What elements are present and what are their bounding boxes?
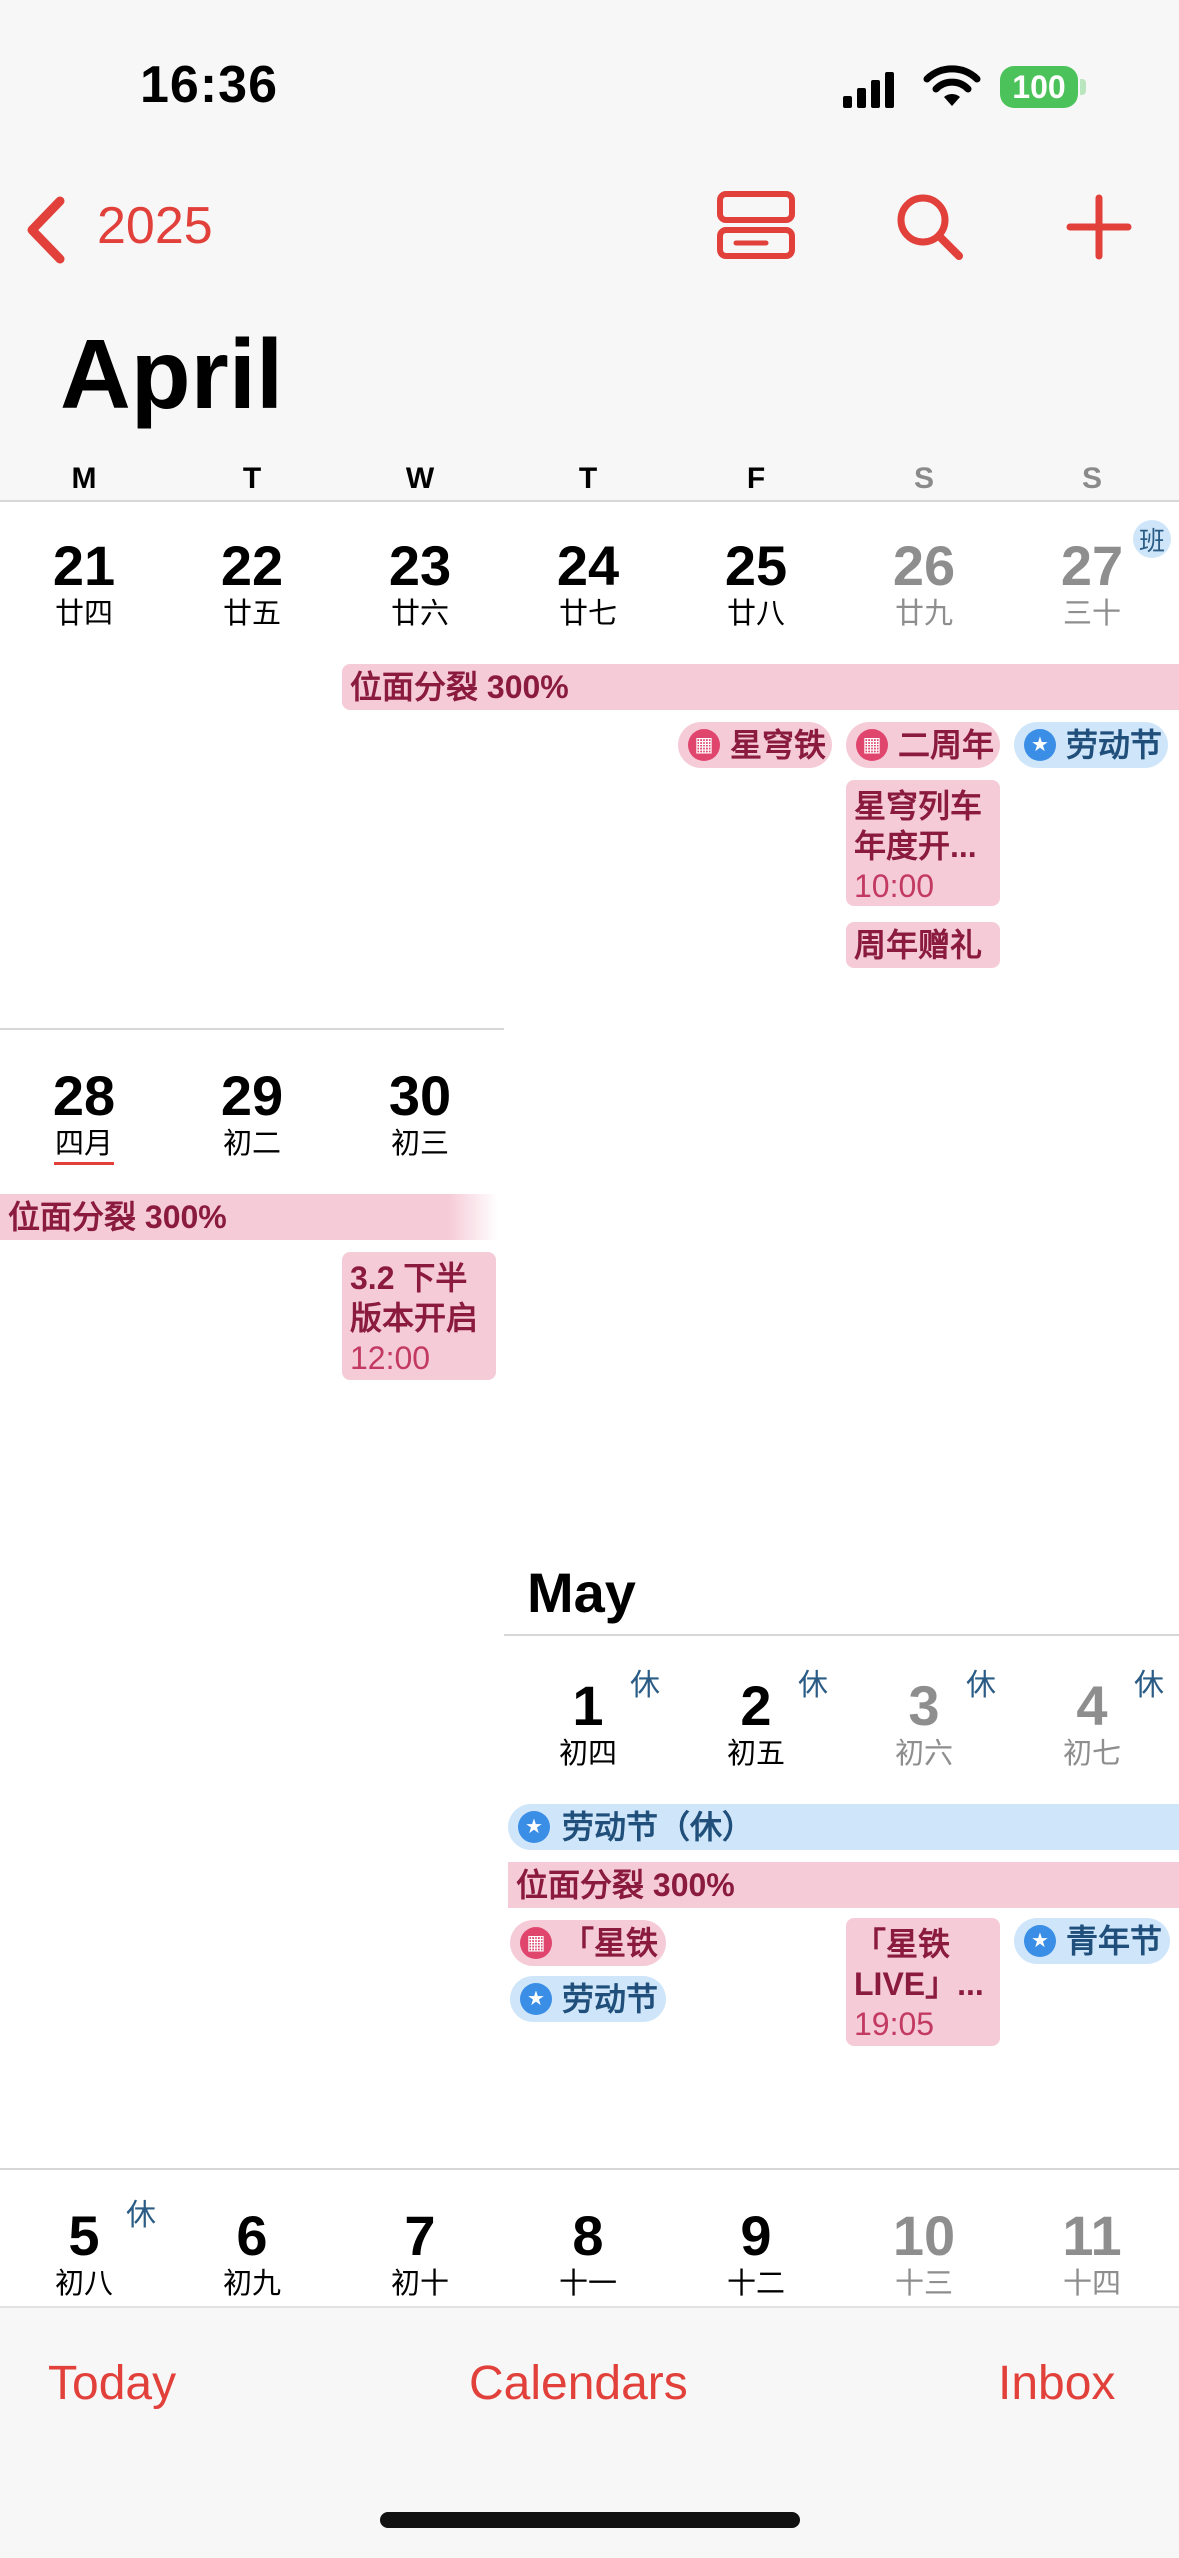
event-block-train-annual[interactable]: 星穹列车 年度开... 10:00	[846, 780, 1000, 906]
event-pill-anniversary[interactable]: ▦ 二周年	[846, 722, 1000, 768]
month-title-april: April	[60, 319, 284, 429]
day-cell-apr-25[interactable]: 25 廿八	[724, 534, 788, 631]
star-icon: ★	[1024, 1925, 1056, 1957]
holiday-marker: 休	[630, 1669, 660, 1702]
event-block-star-rail-live[interactable]: 「星铁 LIVE」... 19:05	[846, 1918, 1000, 2046]
today-button[interactable]: Today	[48, 2357, 177, 2410]
day-cell-apr-27[interactable]: 27 三十	[1060, 534, 1124, 631]
day-cell-may-7[interactable]: 7 初十	[390, 2204, 449, 2301]
list-view-icon[interactable]	[716, 190, 796, 260]
day-cell-apr-21[interactable]: 21 廿四	[52, 534, 116, 631]
day-cell-may-5[interactable]: 5 初八	[54, 2204, 113, 2301]
search-icon[interactable]	[895, 192, 965, 262]
status-time: 16:36	[140, 56, 278, 114]
event-bar-plane-split-2[interactable]: 位面分裂 300%	[0, 1194, 498, 1240]
weekday-tue: T	[242, 462, 262, 495]
header-divider	[0, 500, 1179, 502]
back-chevron-icon[interactable]	[22, 195, 72, 265]
calendar-icon: ▦	[520, 1927, 552, 1959]
event-bar-plane-split-3[interactable]: 位面分裂 300%	[508, 1862, 1179, 1908]
workday-badge: 班	[1133, 520, 1171, 558]
event-block-anniversary-gift[interactable]: 周年赠礼	[846, 922, 1000, 968]
star-icon: ★	[518, 1811, 550, 1843]
event-pill-labor-day-2[interactable]: ★ 劳动节	[510, 1976, 666, 2022]
day-cell-apr-23[interactable]: 23 廿六	[388, 534, 452, 631]
battery-tip	[1080, 79, 1086, 95]
day-cell-apr-26[interactable]: 26 廿九	[892, 534, 956, 631]
battery-indicator: 100	[1000, 66, 1078, 108]
header-background	[0, 0, 1179, 500]
weekday-sun: S	[1081, 462, 1102, 495]
star-icon: ★	[520, 1983, 552, 2015]
holiday-marker: 休	[798, 1669, 828, 1702]
event-pill-star-rail[interactable]: ▦ 星穹铁	[678, 722, 832, 768]
event-block-version-start[interactable]: 3.2 下半 版本开启 12:00	[342, 1252, 496, 1380]
holiday-marker: 休	[126, 2199, 156, 2232]
calendar-icon: ▦	[856, 729, 888, 761]
wifi-icon	[923, 65, 981, 106]
week-divider	[0, 1028, 504, 1030]
calendars-button[interactable]: Calendars	[469, 2357, 688, 2410]
day-cell-may-10[interactable]: 10 十三	[892, 2204, 956, 2301]
day-cell-may-8[interactable]: 8 十一	[558, 2204, 617, 2301]
weekday-thu: T	[578, 462, 598, 495]
add-event-icon[interactable]	[1064, 192, 1134, 262]
day-cell-may-11[interactable]: 11 十四	[1062, 2204, 1122, 2301]
week-divider-may	[0, 2168, 1179, 2170]
back-year-button[interactable]: 2025	[97, 197, 213, 255]
day-cell-apr-24[interactable]: 24 廿七	[556, 534, 620, 631]
day-cell-may-9[interactable]: 9 十二	[726, 2204, 785, 2301]
today-indicator	[54, 1162, 114, 1165]
event-pill-youth-day[interactable]: ★ 青年节	[1014, 1918, 1170, 1964]
day-cell-may-3[interactable]: 3 初六	[894, 1674, 953, 1771]
day-cell-apr-22[interactable]: 22 廿五	[220, 534, 284, 631]
month-title-may: May	[527, 1561, 636, 1624]
event-bar-plane-split[interactable]: 位面分裂 300%	[342, 664, 1179, 710]
weekday-mon: M	[71, 462, 97, 495]
calendar-icon: ▦	[688, 729, 720, 761]
day-cell-may-4[interactable]: 4 初七	[1062, 1674, 1121, 1771]
event-pill-star-rail-live[interactable]: ▦「星铁 L	[510, 1920, 666, 1966]
day-cell-apr-28[interactable]: 28 四月	[52, 1064, 116, 1161]
holiday-marker: 休	[966, 1669, 996, 1702]
day-cell-may-6[interactable]: 6 初九	[222, 2204, 281, 2301]
event-pill-labor-day[interactable]: ★ 劳动节	[1014, 722, 1168, 768]
weekday-fri: F	[746, 462, 766, 495]
may-divider	[504, 1634, 1179, 1636]
day-cell-may-1[interactable]: 1 初四	[558, 1674, 617, 1771]
cellular-signal-icon	[843, 72, 894, 108]
weekday-wed: W	[405, 462, 435, 495]
star-icon: ★	[1024, 729, 1056, 761]
holiday-marker: 休	[1134, 1669, 1164, 1702]
day-cell-may-2[interactable]: 2 初五	[726, 1674, 785, 1771]
event-bar-labor-day-off[interactable]: ★ 劳动节（休）	[508, 1804, 1179, 1850]
weekday-sat: S	[913, 462, 934, 495]
day-cell-apr-30[interactable]: 30 初三	[388, 1064, 452, 1161]
home-indicator	[380, 2512, 800, 2528]
inbox-button[interactable]: Inbox	[998, 2357, 1116, 2410]
day-cell-apr-29[interactable]: 29 初二	[220, 1064, 284, 1161]
